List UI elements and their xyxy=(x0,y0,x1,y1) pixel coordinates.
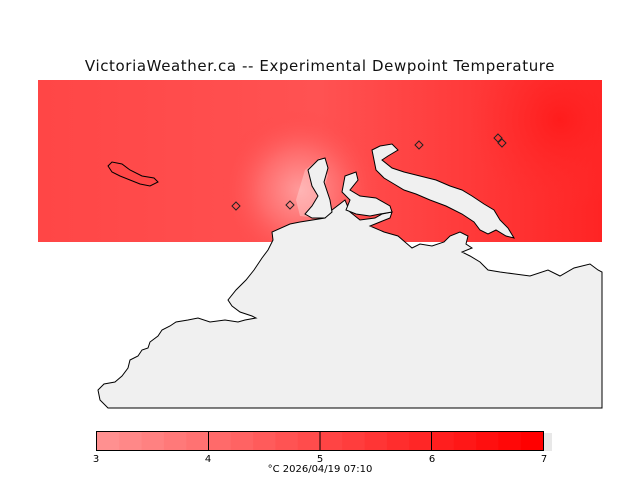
scale-step xyxy=(386,432,410,450)
legend-tick-3: 3 xyxy=(92,454,100,465)
scale-step xyxy=(431,432,455,450)
legend-caption: °C 2026/04/19 07:10 xyxy=(267,464,373,475)
scale-step xyxy=(163,432,187,450)
scale-step xyxy=(275,432,299,450)
scale-step xyxy=(208,432,232,450)
station-markers xyxy=(231,133,507,211)
saanich-land xyxy=(341,171,393,217)
scale-step xyxy=(186,432,209,450)
station-marker xyxy=(285,200,295,210)
scale-step xyxy=(342,432,366,450)
station-marker xyxy=(231,201,241,211)
scale-step xyxy=(97,432,120,450)
scale-step xyxy=(364,432,388,450)
legend-tick-6: 6 xyxy=(428,454,436,465)
scale-step xyxy=(230,432,254,450)
land-mass xyxy=(97,199,603,409)
legend-tick-5: 5 xyxy=(316,454,324,465)
station-marker xyxy=(493,133,503,143)
map-title: VictoriaWeather.ca -- Experimental Dewpo… xyxy=(84,57,556,75)
scale-step xyxy=(297,432,321,450)
scale-step xyxy=(119,432,143,450)
victoria-peninsula xyxy=(304,157,333,219)
scale-step xyxy=(320,432,343,450)
scale-step xyxy=(476,432,499,450)
legend-shadow xyxy=(544,433,552,451)
color-scale-bar xyxy=(96,431,544,451)
legend-tick-4: 4 xyxy=(204,454,212,465)
west-island xyxy=(107,161,159,187)
station-marker xyxy=(414,140,424,150)
station-marker xyxy=(497,138,507,148)
scale-step xyxy=(141,432,165,450)
scale-step xyxy=(498,432,522,450)
legend-tick-7: 7 xyxy=(540,454,548,465)
san-juan-islands xyxy=(371,143,516,239)
scale-step xyxy=(520,432,543,450)
scale-step xyxy=(253,432,276,450)
scale-step xyxy=(409,432,432,450)
scale-step xyxy=(453,432,477,450)
